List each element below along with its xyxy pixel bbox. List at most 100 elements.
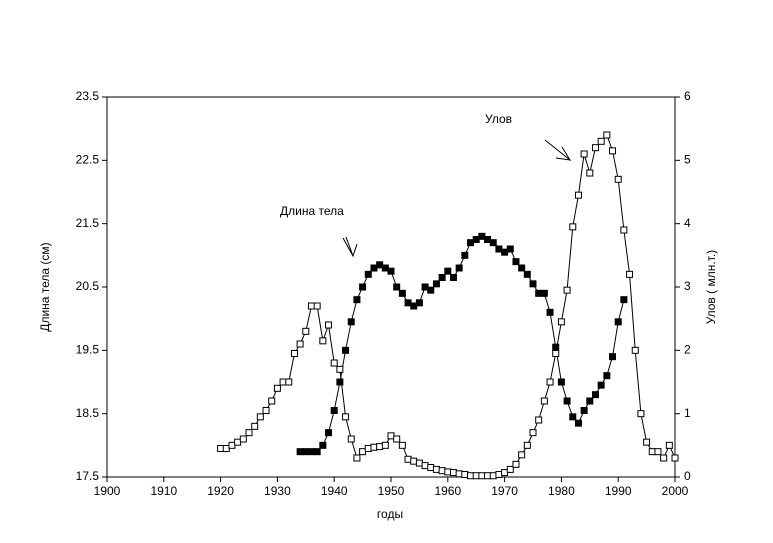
data-point	[484, 472, 492, 480]
data-point	[296, 448, 304, 456]
data-point	[518, 451, 526, 459]
x-tick-label: 2000	[662, 484, 689, 498]
data-point	[665, 441, 673, 449]
data-point	[591, 391, 599, 399]
data-point	[234, 438, 242, 446]
data-point	[217, 445, 225, 452]
data-point	[285, 378, 293, 386]
data-point	[552, 350, 560, 357]
x-tick-label: 1940	[321, 484, 348, 498]
y2-axis-label: Улов ( млн.т.)	[704, 250, 718, 324]
data-point	[546, 378, 554, 386]
annotation: Длина тела	[280, 204, 344, 218]
data-point	[620, 226, 628, 234]
data-point	[370, 264, 378, 272]
data-point	[376, 443, 384, 451]
data-point	[376, 261, 384, 269]
data-point	[296, 340, 304, 348]
data-point	[398, 289, 406, 297]
data-point	[580, 407, 588, 414]
data-point	[671, 454, 679, 462]
data-point	[597, 381, 605, 389]
data-point	[307, 302, 315, 310]
data-point	[609, 353, 617, 361]
x-tick-label: 1990	[605, 484, 632, 498]
data-point	[557, 378, 565, 386]
data-point	[478, 472, 486, 480]
y2-tick-label: 6	[684, 89, 691, 103]
data-point	[251, 422, 259, 430]
data-point	[489, 239, 497, 247]
y-axis-label: Длина тела (см)	[38, 242, 52, 331]
y-tick-label: 20.5	[76, 279, 100, 293]
data-point	[364, 445, 372, 452]
y2-tick-label: 5	[684, 153, 691, 167]
data-point	[381, 264, 389, 272]
data-point	[535, 289, 543, 297]
data-point	[421, 462, 429, 470]
y2-tick-label: 1	[684, 406, 691, 420]
data-point	[325, 429, 333, 437]
y2-tick-label: 2	[684, 343, 691, 357]
data-point	[620, 296, 628, 304]
y-tick-label: 23.5	[76, 89, 100, 103]
data-point	[279, 378, 287, 386]
data-point	[495, 245, 503, 253]
data-point	[432, 280, 440, 288]
data-point	[398, 441, 406, 449]
data-point	[347, 318, 355, 326]
data-point	[438, 467, 446, 475]
data-point	[569, 413, 577, 421]
data-point	[353, 454, 361, 462]
data-point	[631, 346, 639, 354]
data-point	[273, 384, 281, 392]
data-point	[557, 318, 565, 326]
data-point	[563, 397, 571, 405]
data-point	[467, 239, 475, 247]
data-point	[410, 457, 418, 465]
data-point	[449, 274, 457, 281]
data-point	[654, 448, 662, 456]
data-point	[444, 267, 452, 275]
data-point	[222, 445, 230, 452]
data-point	[614, 318, 622, 326]
data-point	[359, 283, 367, 291]
data-point	[643, 438, 651, 446]
data-point	[563, 286, 571, 294]
data-point	[421, 283, 429, 291]
y-tick-label: 21.5	[76, 216, 100, 230]
data-point	[529, 280, 537, 288]
data-point	[484, 236, 492, 243]
data-point	[626, 270, 634, 278]
data-point	[364, 270, 372, 278]
data-point	[461, 251, 469, 259]
annotation: Улов	[485, 112, 512, 126]
x-tick-label: 1960	[434, 484, 461, 498]
data-point	[444, 468, 452, 476]
data-point	[319, 441, 327, 449]
data-point	[597, 137, 605, 145]
annotation-arrow	[342, 236, 358, 258]
data-point	[512, 258, 520, 266]
data-point	[342, 346, 350, 354]
data-point	[245, 429, 253, 437]
data-point	[523, 270, 531, 278]
data-point	[262, 407, 270, 414]
data-point	[290, 350, 298, 357]
data-point	[359, 448, 367, 456]
data-point	[313, 302, 321, 310]
data-point	[591, 144, 599, 152]
x-tick-label: 1950	[378, 484, 405, 498]
data-point	[478, 232, 486, 240]
data-point	[472, 236, 480, 243]
data-point	[609, 147, 617, 155]
data-point	[228, 441, 236, 449]
y2-tick-label: 0	[684, 469, 691, 483]
y-tick-label: 22.5	[76, 153, 100, 167]
plot-frame	[106, 96, 676, 478]
data-point	[603, 131, 611, 139]
data-point	[313, 448, 321, 456]
data-point	[393, 435, 401, 443]
x-tick-label: 1920	[207, 484, 234, 498]
data-point	[336, 365, 344, 373]
